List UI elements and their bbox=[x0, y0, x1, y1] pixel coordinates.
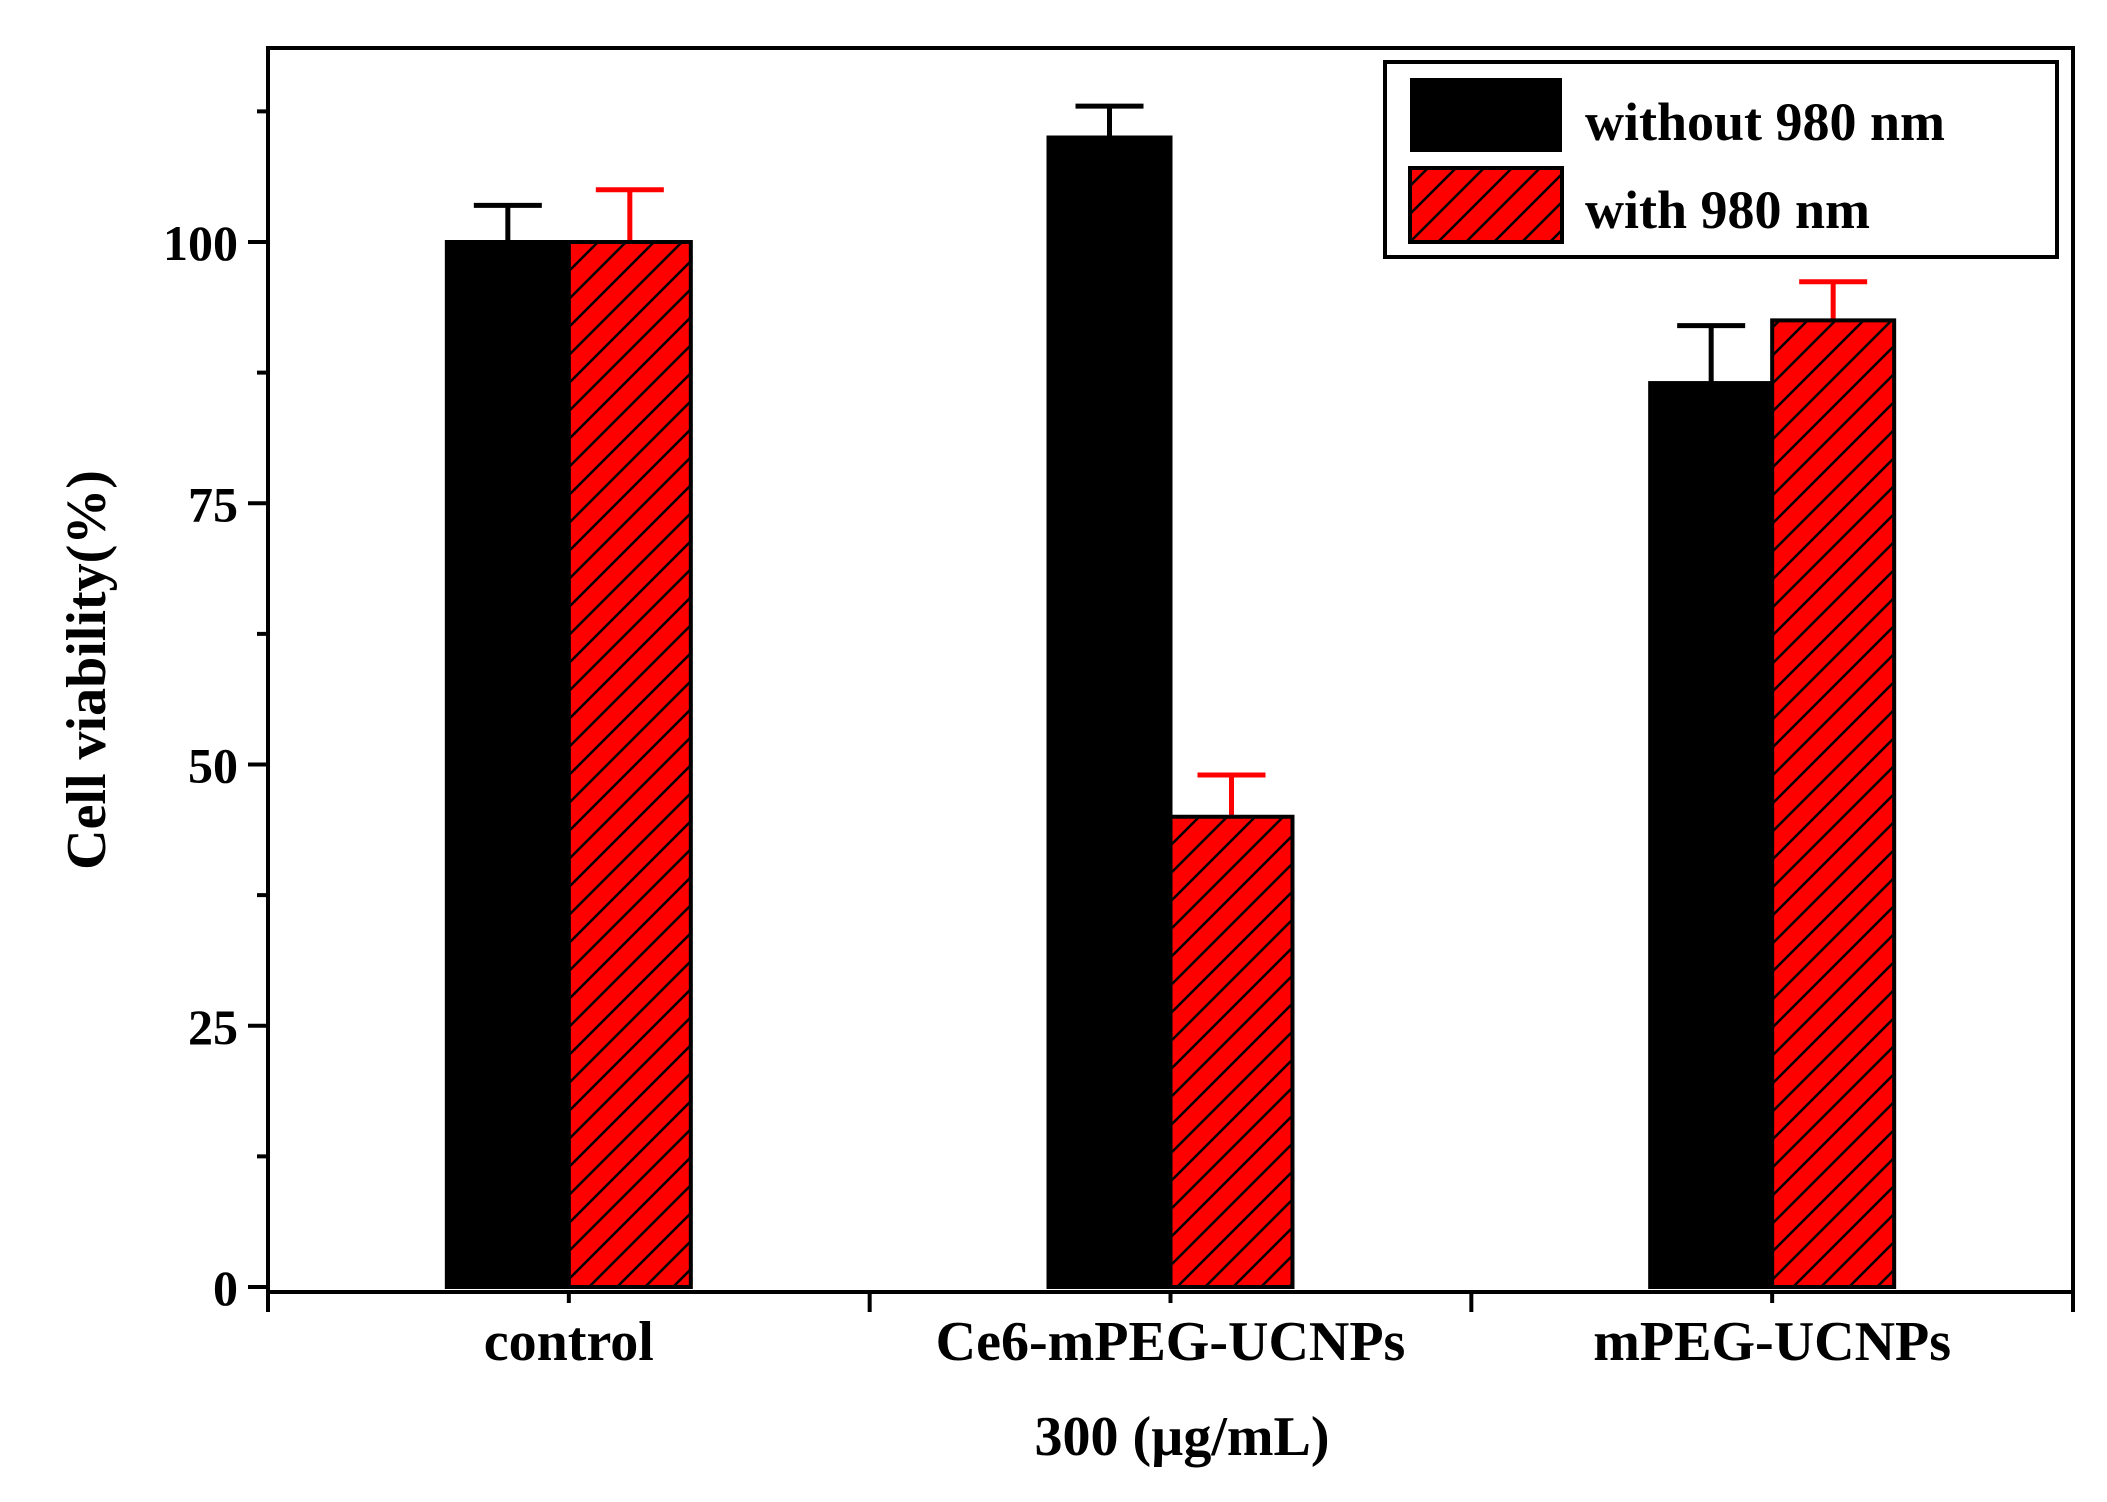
legend-swatch-without-980 bbox=[1410, 78, 1562, 152]
legend-label-with-980: with 980 nm bbox=[1585, 180, 1870, 240]
legend-swatch-with-980 bbox=[1408, 166, 1564, 244]
y-tick-label-25: 25 bbox=[188, 999, 238, 1055]
y-axis-label: Cell viability(%) bbox=[56, 470, 118, 870]
y-tick-label-100: 100 bbox=[163, 215, 238, 271]
bar-without-980-1 bbox=[1046, 135, 1173, 1289]
legend-label-without-980: without 980 nm bbox=[1585, 92, 1945, 152]
legend: without 980 nm with 980 nm bbox=[1383, 60, 2059, 259]
y-tick-label-75: 75 bbox=[188, 476, 238, 532]
bar-without-980-2 bbox=[1648, 381, 1775, 1289]
x-tick-label-0: control bbox=[484, 1311, 654, 1373]
bar-with-980-0 bbox=[566, 240, 693, 1289]
y-tick-label-0: 0 bbox=[213, 1260, 238, 1316]
x-axis-label: 300 (µg/mL) bbox=[1034, 1406, 1329, 1468]
x-tick-label-1: Ce6-mPEG-UCNPs bbox=[936, 1311, 1406, 1373]
y-tick-label-50: 50 bbox=[188, 738, 238, 794]
bar-without-980-0 bbox=[444, 240, 571, 1289]
x-tick-label-2: mPEG-UCNPs bbox=[1593, 1311, 1951, 1373]
bar-with-980-1 bbox=[1168, 814, 1295, 1289]
bar-with-980-2 bbox=[1770, 318, 1897, 1289]
